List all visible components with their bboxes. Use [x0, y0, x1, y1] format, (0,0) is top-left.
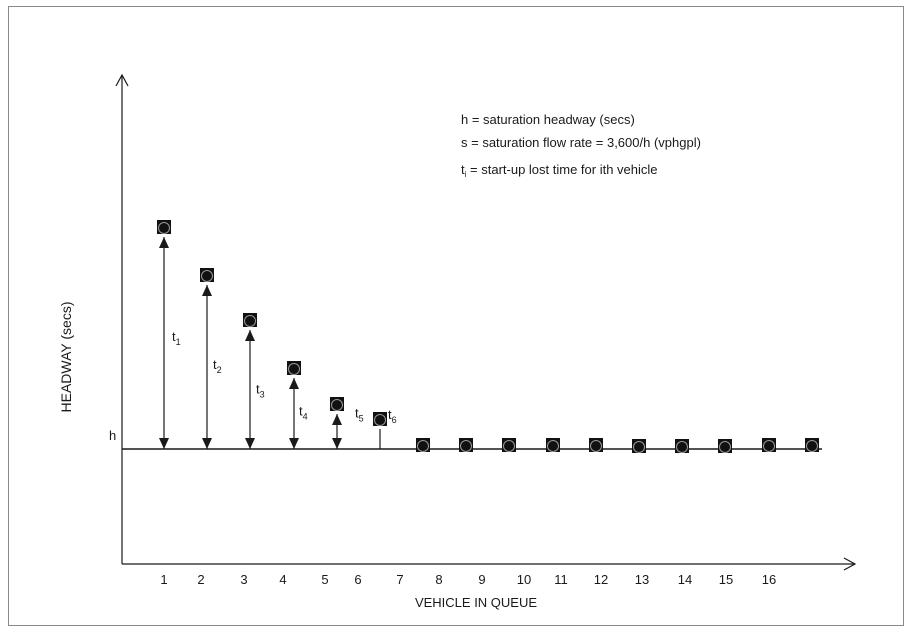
- vehicle-point: [330, 397, 344, 411]
- vehicle-point: [546, 438, 560, 452]
- x-tick-labels: 1 2 3 4 5 6 7 8 9 10 11 12 13 14 15 16: [160, 572, 776, 587]
- arrow-head-down: [159, 438, 169, 449]
- x-tick-label: 12: [594, 572, 608, 587]
- vehicle-point: [718, 439, 732, 453]
- x-tick-label: 9: [478, 572, 485, 587]
- lost-time-label: t2: [213, 357, 222, 375]
- arrow-head-down: [202, 438, 212, 449]
- lost-time-label: t1: [172, 329, 181, 347]
- lost-time-label: t6: [388, 407, 397, 425]
- legend-line: h = saturation headway (secs): [461, 112, 635, 127]
- vehicle-point: [762, 438, 776, 452]
- vehicle-point: [416, 438, 430, 452]
- x-tick-label: 15: [719, 572, 733, 587]
- vehicle-point: [632, 439, 646, 453]
- x-tick-label: 3: [240, 572, 247, 587]
- x-tick-label: 11: [554, 572, 568, 587]
- vehicle-point: [200, 268, 214, 282]
- vehicle-point: [157, 220, 171, 234]
- arrow-head-up: [202, 285, 212, 296]
- lost-time-arrows: t1 t2 t3 t4 t5 t6: [159, 237, 397, 449]
- y-axis-title: HEADWAY (secs): [58, 302, 74, 413]
- legend-line: s = saturation flow rate = 3,600/h (vphg…: [461, 135, 701, 150]
- lost-time-label: t4: [299, 404, 308, 422]
- x-axis-title: VEHICLE IN QUEUE: [415, 595, 537, 610]
- x-tick-label: 7: [396, 572, 403, 587]
- arrow-head-up: [332, 414, 342, 425]
- arrow-head-down: [245, 438, 255, 449]
- x-tick-label: 8: [435, 572, 442, 587]
- vehicle-point: [243, 313, 257, 327]
- vehicle-point: [459, 438, 473, 452]
- arrow-head-up: [289, 378, 299, 389]
- legend: h = saturation headway (secs) s = saturat…: [461, 112, 701, 179]
- x-tick-label: 5: [321, 572, 328, 587]
- x-tick-label: 1: [160, 572, 167, 587]
- vehicle-point: [502, 438, 516, 452]
- vehicle-point: [675, 439, 689, 453]
- x-tick-label: 2: [197, 572, 204, 587]
- h-label: h: [109, 428, 116, 443]
- x-tick-label: 16: [762, 572, 776, 587]
- x-tick-label: 13: [635, 572, 649, 587]
- data-points: [157, 220, 819, 453]
- x-tick-label: 6: [354, 572, 361, 587]
- x-tick-label: 4: [279, 572, 286, 587]
- vehicle-point: [373, 412, 387, 426]
- legend-line: ti = start-up lost time for ith vehicle: [461, 162, 658, 179]
- x-tick-label: 10: [517, 572, 531, 587]
- lost-time-label: t3: [256, 382, 265, 400]
- lost-time-label: t5: [355, 406, 364, 424]
- arrow-head-up: [159, 237, 169, 248]
- x-tick-label: 14: [678, 572, 692, 587]
- arrow-head-down: [289, 438, 299, 449]
- arrow-head-down: [332, 438, 342, 449]
- vehicle-point: [287, 361, 301, 375]
- arrow-head-up: [245, 330, 255, 341]
- vehicle-point: [589, 438, 603, 452]
- vehicle-point: [805, 438, 819, 452]
